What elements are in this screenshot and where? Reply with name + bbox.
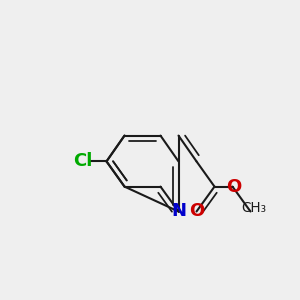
Text: O: O [226, 178, 242, 196]
Text: Cl: Cl [73, 152, 92, 170]
Text: O: O [189, 202, 204, 220]
Text: N: N [171, 202, 186, 220]
Text: CH₃: CH₃ [241, 202, 266, 215]
